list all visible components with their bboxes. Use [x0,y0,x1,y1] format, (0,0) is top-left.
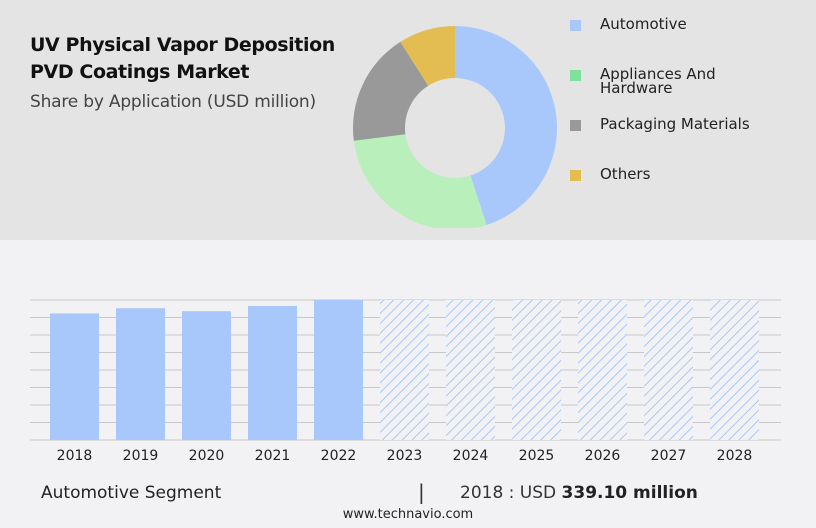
donut-slice [400,26,455,86]
bar [314,300,363,440]
legend-swatch-icon [570,20,581,31]
legend-label: Packaging Materials [600,115,750,133]
x-tick-label: 2021 [255,448,291,464]
legend-label: Others [600,165,651,183]
x-tick-label: 2027 [651,448,687,464]
x-tick-label: 2022 [321,448,357,464]
x-tick-label: 2020 [189,448,225,464]
bar [248,305,297,440]
forecast-bar [512,300,561,440]
segment-label: Automotive Segment [41,483,222,503]
donut-slice [353,134,487,230]
year-label: 2018 : USD [460,483,562,503]
x-tick-label: 2018 [57,448,93,464]
chart-subtitle: Share by Application (USD million) [30,92,316,112]
title-line-1: UV Physical Vapor Deposition [30,34,335,56]
forecast-bar [644,300,693,440]
source-url: www.technavio.com [342,507,474,522]
header-panel: UV Physical Vapor Deposition PVD Coating… [0,0,816,240]
chart-title: UV Physical Vapor Deposition PVD Coating… [30,32,335,86]
bar [50,313,99,440]
x-tick-label: 2028 [717,448,753,464]
value-amount: 339.10 million [561,483,698,503]
legend-label: Appliances And Hardware [600,65,716,97]
forecast-bar [380,300,429,440]
forecast-bar [710,300,759,440]
donut-slice [353,41,429,141]
x-tick-label: 2026 [585,448,621,464]
x-tick-label: 2019 [123,448,159,464]
legend-label: Automotive [600,15,687,33]
separator: | [418,480,425,504]
bar [116,308,165,440]
legend-swatch-icon [570,70,581,81]
x-tick-label: 2025 [519,448,555,464]
x-tick-label: 2023 [387,448,423,464]
legend-swatch-icon [570,120,581,131]
forecast-bar [578,300,627,440]
segment-value: 2018 : USD 339.10 million [460,483,698,503]
x-tick-label: 2024 [453,448,489,464]
forecast-bar [446,300,495,440]
legend-swatch-icon [570,170,581,181]
bar-chart: 2018 2019 2020 2021 2022 2023 2024 2025 2026 2027… [30,299,781,464]
bar [182,311,231,440]
donut-slice [455,26,557,226]
donut-chart [350,26,560,230]
title-line-2: PVD Coatings Market [30,61,250,83]
